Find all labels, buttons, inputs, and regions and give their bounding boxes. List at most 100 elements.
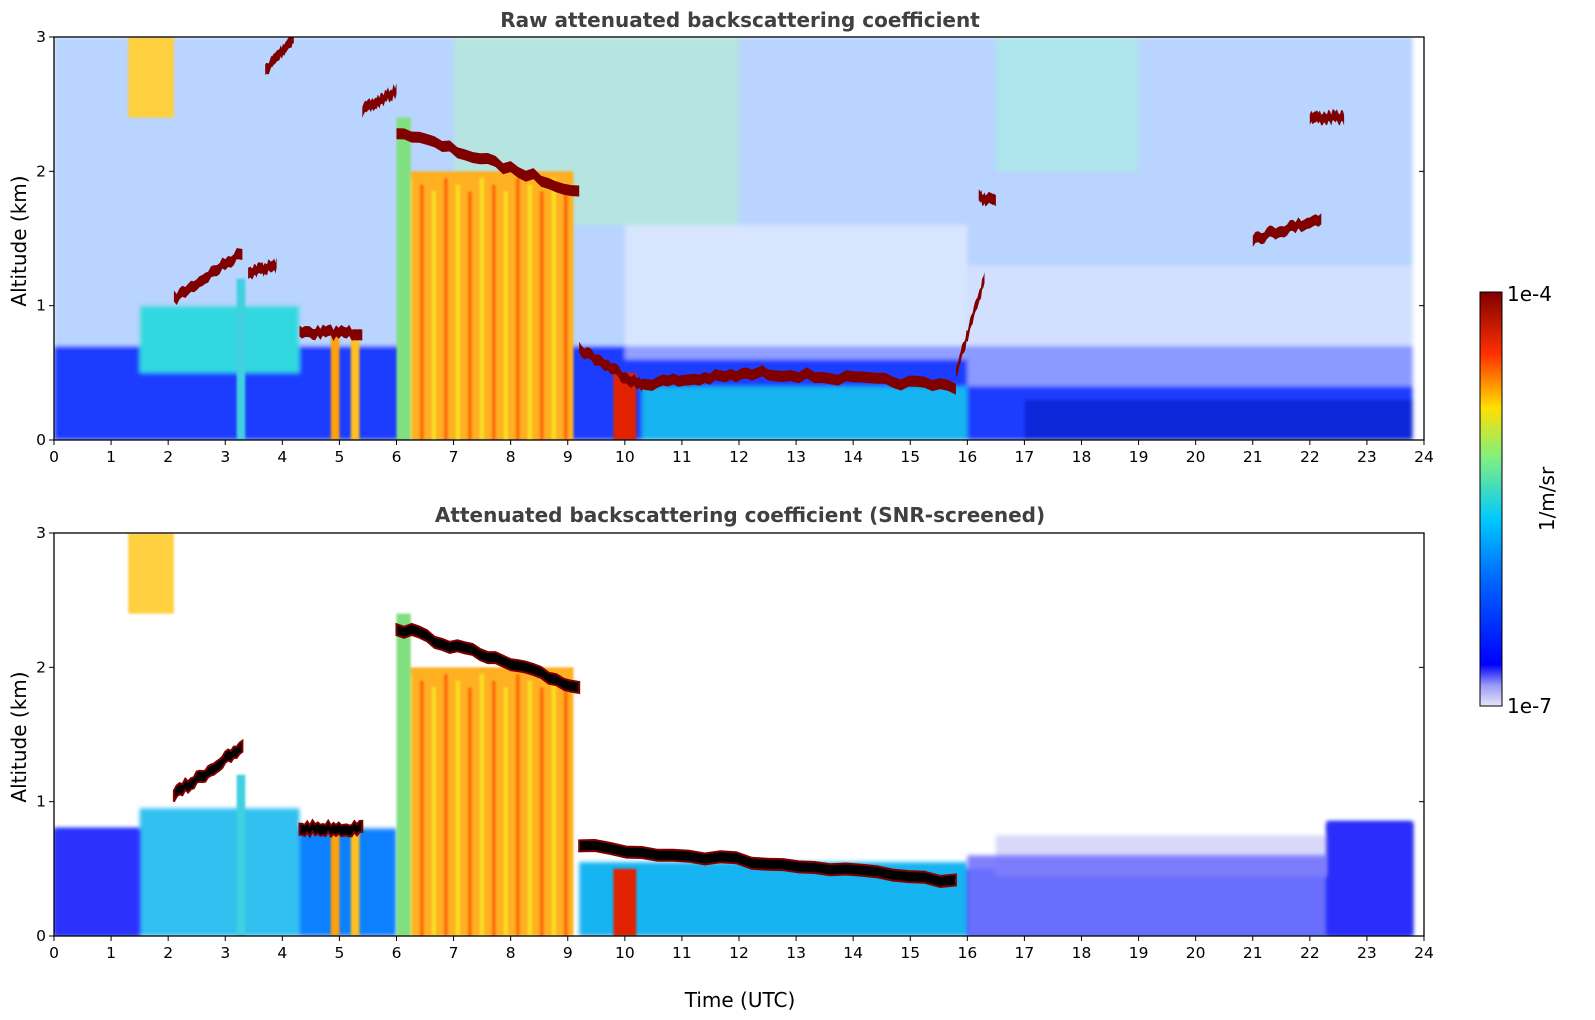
cloud-layer [173,248,243,305]
precip-streak [479,178,484,440]
x-tick-label: 19 [1129,448,1149,466]
x-tick-label: 15 [900,944,920,962]
cloud-layer [362,83,397,118]
x-tick-label: 4 [277,944,287,962]
precip-streak [467,687,472,936]
precip-streak [563,680,568,936]
raw-aerosol-layer [139,305,300,373]
y-tick-label: 1 [36,297,46,315]
precip-streak [563,184,568,440]
x-tick-label: 17 [1015,448,1035,466]
y-tick-label: 2 [36,658,46,676]
x-tick-label: 17 [1015,944,1035,962]
x-tick-label: 10 [615,944,635,962]
x-tick-label: 15 [900,448,920,466]
x-tick-label: 20 [1186,944,1206,962]
x-tick-label: 14 [843,448,863,466]
precip-streak [443,178,448,440]
x-tick-label: 21 [1243,944,1263,962]
x-tick-label: 8 [506,448,516,466]
x-tick-label: 18 [1072,944,1092,962]
x-tick-label: 11 [672,448,692,466]
x-tick-label: 9 [563,448,573,466]
cloud-layer [642,365,768,391]
precip-streak [455,184,460,440]
y-tick-label: 0 [36,431,46,449]
panel1-plot-area [54,37,1413,440]
colorbar-min-label: 1e-7 [1507,694,1552,718]
precip-streak [419,184,424,440]
precip-streak [527,680,532,936]
x-tick-label: 16 [957,944,977,962]
precip-streak [515,674,520,936]
virga-column [236,278,246,440]
x-tick-label: 13 [786,448,806,466]
x-tick-label: 16 [957,448,977,466]
aerosol-layer [1326,821,1413,936]
screened-boundary-layer [299,828,397,936]
x-tick-label: 10 [615,448,635,466]
cloud-patch [128,533,174,614]
panel1-title: Raw attenuated backscattering coefficien… [500,8,980,32]
x-tick-label: 7 [449,448,459,466]
cloud-layer [265,37,294,76]
precip-streak [551,674,556,936]
x-tick-label: 1 [106,448,116,466]
x-tick-label: 1 [106,944,116,962]
precip-streak [491,184,496,440]
x-tick-label: 0 [49,448,59,466]
precip-column [613,868,637,936]
x-tick-label: 8 [506,944,516,962]
precip-streak [431,687,436,936]
x-tick-label: 22 [1300,448,1320,466]
precip-column [396,613,411,936]
precip-streak [539,687,544,936]
x-tick-label: 11 [672,944,692,962]
x-tick-label: 7 [449,944,459,962]
precip-column [350,828,360,936]
cloud-layer [396,128,580,197]
precip-streak [503,191,508,440]
cloud-layer [1309,109,1345,126]
precip-column [350,332,360,440]
x-tick-label: 5 [334,448,344,466]
x-tick-label: 18 [1072,448,1092,466]
precip-column [613,372,637,440]
precip-streak [419,680,424,936]
x-tick-label: 20 [1186,448,1206,466]
x-tick-label: 9 [563,944,573,962]
raw-aerosol-layer [641,386,968,440]
precip-streak [539,191,544,440]
x-tick-label: 4 [277,448,287,466]
raw-clear-band [624,225,968,360]
raw-boundary-layer [1024,399,1413,440]
cloud-layer [955,272,985,378]
precip-streak [479,674,484,936]
virga-column [236,774,246,936]
panel1-background [54,37,1413,440]
panel2-title: Attenuated backscattering coefficient (S… [435,503,1045,527]
screened-aerosol-layer [139,808,300,936]
y-tick-label: 0 [36,927,46,945]
x-tick-label: 3 [220,944,230,962]
y-tick-label: 2 [36,162,46,180]
x-tick-label: 19 [1129,944,1149,962]
colorbar [1479,291,1503,707]
y-tick-label: 1 [36,793,46,811]
precip-streak [467,191,472,440]
precip-streak [551,178,556,440]
x-tick-label: 23 [1357,944,1377,962]
precip-streak [515,178,520,440]
panel2-cloud-layers [54,622,1413,936]
colorbar-max-label: 1e-4 [1507,282,1552,306]
x-tick-label: 12 [729,944,749,962]
x-tick-label: 22 [1300,944,1320,962]
colorbar-unit-label: 1/m/sr [1535,466,1559,531]
cloud-layer [978,189,996,207]
x-tick-label: 13 [786,944,806,962]
cloud-layer [298,818,364,839]
cloud-layer [1252,213,1322,247]
x-tick-label: 0 [49,944,59,962]
x-tick-label: 24 [1414,944,1434,962]
precip-streak [455,680,460,936]
